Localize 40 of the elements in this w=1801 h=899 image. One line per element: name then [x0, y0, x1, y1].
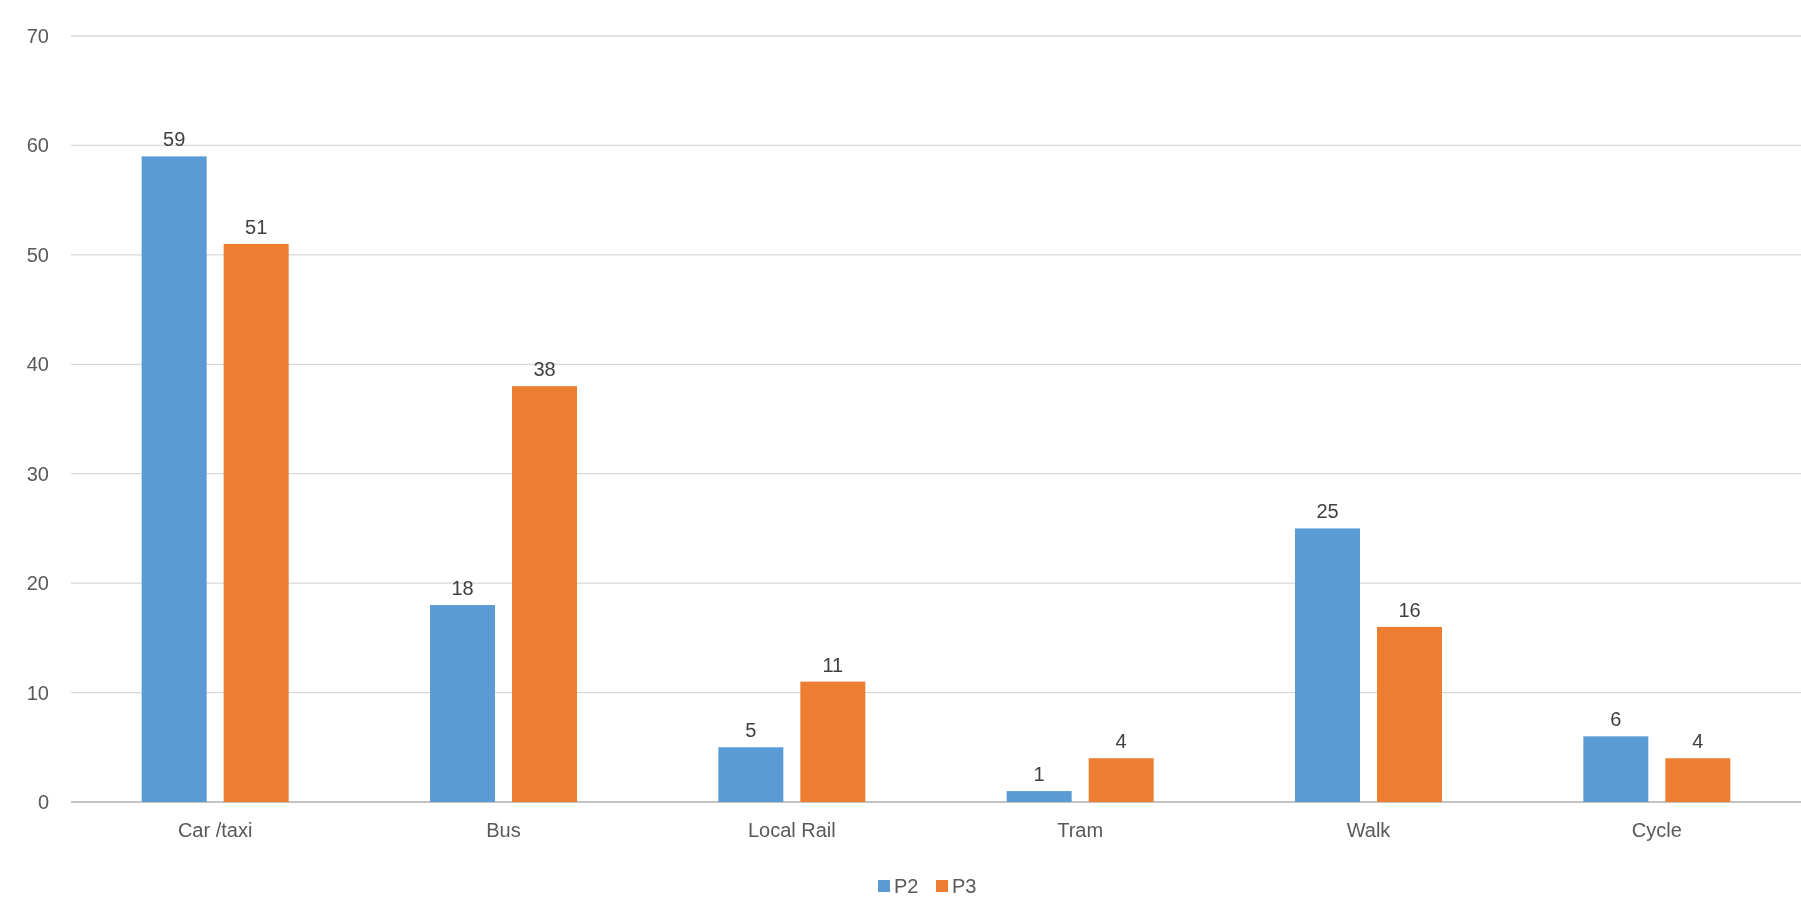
data-label: 6	[1610, 708, 1622, 731]
x-tick-label: Bus	[486, 819, 521, 841]
bar	[1583, 736, 1649, 802]
y-tick-label: 20	[26, 572, 49, 595]
bar	[223, 243, 289, 802]
x-tick-label: Local Rail	[747, 819, 836, 841]
bar	[1295, 528, 1360, 802]
x-tick-label: Tram	[1057, 819, 1104, 841]
x-tick-label: Cycle	[1631, 819, 1682, 841]
y-tick-label: 40	[26, 353, 49, 376]
y-tick-label: 60	[26, 134, 49, 157]
x-tick-label: Walk	[1346, 819, 1392, 841]
data-label: 1	[1033, 763, 1045, 786]
bar	[512, 386, 577, 802]
data-label: 11	[822, 653, 844, 676]
bar	[1665, 758, 1731, 802]
bar	[1006, 791, 1072, 802]
bar	[800, 681, 866, 802]
legend-label: P2	[894, 875, 919, 897]
y-tick-label: 30	[26, 462, 49, 485]
data-label: 25	[1316, 500, 1339, 523]
data-label: 5	[745, 719, 757, 742]
bar	[1088, 758, 1154, 802]
y-tick-label: 10	[26, 681, 49, 704]
data-label: 38	[533, 358, 556, 381]
data-label: 4	[1692, 730, 1704, 753]
bar	[718, 747, 784, 802]
data-label: 59	[163, 128, 186, 151]
data-label: 4	[1115, 730, 1127, 753]
x-tick-label: Car /taxi	[177, 819, 253, 841]
legend-label: P3	[952, 875, 977, 897]
data-label: 16	[1398, 598, 1421, 621]
data-label: 18	[451, 577, 474, 600]
data-label: 51	[245, 215, 268, 238]
y-tick-label: 70	[26, 25, 49, 47]
y-tick-label: 50	[26, 243, 49, 266]
bar	[141, 156, 207, 802]
bar	[430, 605, 495, 802]
y-tick-label: 0	[37, 791, 49, 813]
bar	[1377, 626, 1442, 802]
